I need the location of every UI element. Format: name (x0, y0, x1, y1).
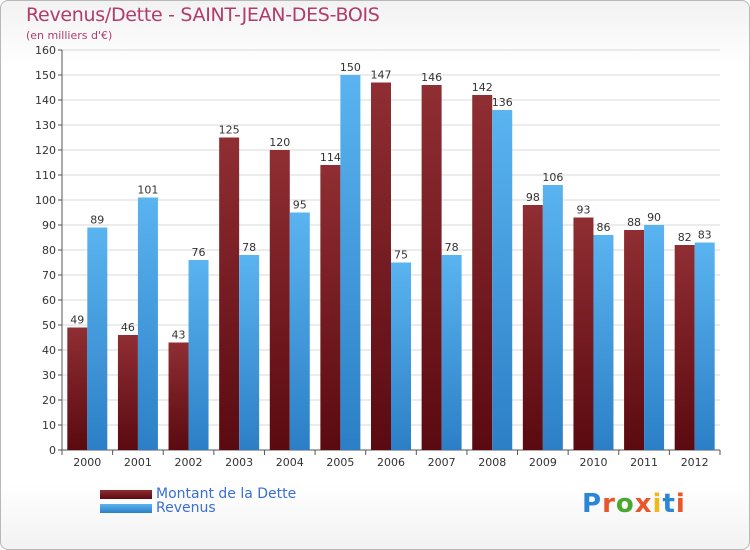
bar-revenus (391, 262, 411, 450)
y-tick-label: 60 (42, 294, 56, 307)
x-tick-label: 2011 (630, 456, 658, 469)
proxiti-logo: Proxiti (582, 489, 686, 519)
data-label-dette: 93 (576, 204, 590, 217)
bar-dette (117, 335, 138, 450)
bar-dette (371, 82, 391, 450)
x-tick-label: 2002 (175, 456, 203, 469)
data-label-dette: 82 (678, 231, 692, 244)
data-label-dette: 43 (172, 329, 186, 342)
data-label-revenus: 106 (542, 171, 563, 184)
bar-revenus (137, 197, 158, 450)
chart-subtitle: (en milliers d'€) (26, 29, 113, 42)
x-tick-label: 2010 (579, 456, 607, 469)
y-tick-label: 110 (35, 169, 56, 182)
data-label-dette: 114 (320, 151, 341, 164)
bar-dette (67, 327, 88, 450)
data-label-revenus: 86 (596, 221, 610, 234)
y-tick-label: 30 (42, 369, 56, 382)
x-tick-label: 2008 (478, 456, 506, 469)
logo-letter: t (662, 489, 676, 519)
y-tick-label: 80 (42, 244, 56, 257)
bar-revenus (441, 255, 462, 450)
y-tick-label: 90 (42, 219, 56, 232)
data-label-revenus: 75 (394, 249, 408, 262)
bar-revenus (492, 110, 513, 450)
bar-dette (522, 205, 543, 450)
data-label-revenus: 95 (293, 199, 307, 212)
y-tick-label: 140 (35, 94, 56, 107)
bar-dette (168, 342, 189, 450)
data-label-revenus: 83 (698, 229, 712, 242)
legend-swatch-dette (100, 490, 152, 499)
data-label-dette: 142 (472, 81, 493, 94)
bar-dette (269, 150, 290, 450)
data-label-dette: 120 (269, 136, 290, 149)
logo-letter: P (582, 489, 603, 519)
y-tick-label: 160 (35, 44, 56, 57)
y-tick-label: 130 (35, 119, 56, 132)
legend-swatch-revenus (100, 504, 152, 513)
data-label-revenus: 101 (137, 184, 158, 197)
logo-letter: i (652, 489, 663, 519)
x-tick-label: 2006 (377, 456, 405, 469)
y-tick-label: 10 (42, 419, 56, 432)
logo-letter: i (675, 489, 686, 519)
data-label-revenus: 78 (242, 241, 256, 254)
data-label-revenus: 136 (492, 96, 513, 109)
bar-dette (472, 95, 493, 450)
x-tick-label: 2001 (124, 456, 152, 469)
bar-revenus (694, 242, 715, 450)
bar-dette (573, 217, 594, 450)
data-label-revenus: 150 (340, 61, 361, 74)
bar-revenus (593, 235, 614, 450)
y-tick-label: 0 (49, 444, 56, 457)
legend-label-revenus: Revenus (156, 500, 216, 516)
bar-dette (219, 137, 240, 450)
logo-letter: r (602, 489, 616, 519)
data-label-revenus: 89 (90, 214, 104, 227)
bar-revenus (644, 225, 665, 450)
y-tick-label: 150 (35, 69, 56, 82)
bar-dette (624, 230, 645, 450)
bar-revenus (340, 75, 361, 450)
x-tick-label: 2003 (225, 456, 253, 469)
bar-revenus (188, 260, 209, 450)
bar-revenus (542, 185, 563, 450)
y-tick-label: 120 (35, 144, 56, 157)
data-label-revenus: 90 (647, 211, 661, 224)
x-tick-label: 2012 (681, 456, 709, 469)
y-tick-label: 50 (42, 319, 56, 332)
x-tick-label: 2009 (529, 456, 557, 469)
bar-dette (320, 165, 341, 450)
data-label-dette: 125 (219, 124, 240, 137)
bar-dette (674, 245, 695, 450)
x-tick-label: 2005 (326, 456, 354, 469)
data-label-revenus: 76 (192, 246, 206, 259)
chart-title: Revenus/Dette - SAINT-JEAN-DES-BOIS (26, 4, 380, 26)
data-label-revenus: 78 (445, 241, 459, 254)
bar-dette (421, 85, 442, 450)
data-label-dette: 146 (421, 71, 442, 84)
data-label-dette: 98 (526, 191, 540, 204)
legend-label-dette: Montant de la Dette (156, 486, 297, 502)
data-label-dette: 88 (627, 216, 641, 229)
data-label-dette: 49 (70, 314, 84, 327)
bar-revenus (289, 212, 310, 450)
bar-revenus (87, 227, 108, 450)
x-tick-label: 2007 (428, 456, 456, 469)
data-label-dette: 147 (371, 69, 392, 82)
data-label-dette: 46 (121, 321, 135, 334)
y-tick-label: 100 (35, 194, 56, 207)
y-tick-label: 70 (42, 269, 56, 282)
y-tick-label: 20 (42, 394, 56, 407)
y-tick-label: 40 (42, 344, 56, 357)
logo-letter: o (615, 489, 635, 519)
logo-letter: x (634, 489, 653, 519)
bar-revenus (239, 255, 260, 450)
x-tick-label: 2000 (73, 456, 101, 469)
x-tick-label: 2004 (276, 456, 304, 469)
